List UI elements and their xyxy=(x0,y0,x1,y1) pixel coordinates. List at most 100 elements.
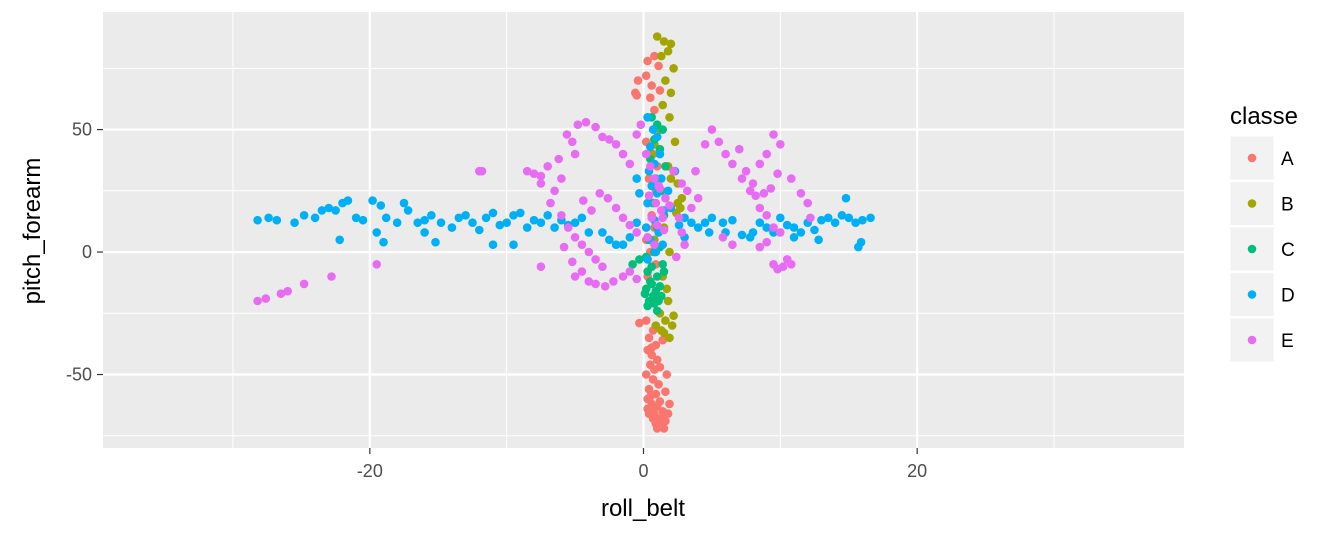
data-point xyxy=(663,296,673,306)
data-point xyxy=(803,198,812,208)
series-D xyxy=(253,113,875,264)
data-point xyxy=(635,255,644,264)
data-point xyxy=(769,130,778,139)
data-point xyxy=(546,198,555,208)
data-point xyxy=(584,277,594,286)
data-point xyxy=(358,215,368,225)
data-point xyxy=(611,140,621,149)
data-point xyxy=(762,223,771,232)
data-point xyxy=(603,193,613,203)
y-tick-label: 0 xyxy=(82,242,92,262)
data-point xyxy=(693,223,703,232)
data-point xyxy=(481,213,491,223)
data-point xyxy=(662,370,672,379)
data-point xyxy=(632,274,641,284)
data-point xyxy=(264,213,273,223)
data-points xyxy=(253,32,875,433)
data-point xyxy=(677,179,687,188)
data-point xyxy=(718,218,728,227)
data-point xyxy=(643,267,652,276)
data-point xyxy=(647,81,656,90)
legend-item-A: A xyxy=(1229,135,1294,181)
data-point xyxy=(641,71,651,80)
data-point xyxy=(522,223,532,232)
data-point xyxy=(667,321,677,330)
data-point xyxy=(579,196,588,205)
data-point xyxy=(529,169,539,178)
data-point xyxy=(776,228,785,237)
data-point xyxy=(755,218,765,227)
data-point xyxy=(570,149,580,159)
data-point xyxy=(646,142,655,151)
legend-key-swatch xyxy=(1247,153,1257,163)
legend-key-swatch xyxy=(1247,244,1257,254)
data-point xyxy=(748,179,758,188)
data-point xyxy=(272,215,282,225)
data-point xyxy=(635,189,644,198)
data-point xyxy=(581,117,591,127)
y-tick-label: 50 xyxy=(72,120,92,140)
data-point xyxy=(665,333,674,343)
data-point xyxy=(632,228,641,237)
data-point xyxy=(618,149,628,159)
data-point xyxy=(806,213,815,223)
data-point xyxy=(658,213,667,223)
data-point xyxy=(618,213,628,223)
data-point xyxy=(598,262,607,272)
data-point xyxy=(283,286,293,296)
data-point xyxy=(644,191,654,200)
data-point xyxy=(787,260,796,269)
data-point xyxy=(669,311,678,321)
data-point xyxy=(651,321,661,330)
data-point xyxy=(563,223,573,232)
data-point xyxy=(647,343,656,352)
data-point xyxy=(253,296,262,306)
data-point xyxy=(376,201,386,210)
data-point xyxy=(618,240,628,249)
data-point xyxy=(536,179,546,188)
data-point xyxy=(657,326,666,335)
data-point xyxy=(652,306,662,316)
data-point xyxy=(663,409,673,419)
data-point xyxy=(769,260,778,269)
data-point xyxy=(335,235,345,245)
data-point xyxy=(755,159,765,169)
data-point xyxy=(663,186,673,196)
data-point xyxy=(468,218,477,227)
data-point xyxy=(662,284,672,294)
data-point xyxy=(598,132,607,142)
x-tick-label: 20 xyxy=(907,461,927,481)
data-point xyxy=(611,240,621,249)
data-point xyxy=(488,240,498,249)
data-point xyxy=(372,260,382,269)
data-point xyxy=(651,247,661,257)
data-point xyxy=(648,414,658,423)
data-point xyxy=(454,213,464,223)
data-point xyxy=(646,162,655,171)
legend-label: C xyxy=(1281,240,1295,261)
data-point xyxy=(595,189,604,198)
data-point xyxy=(666,39,676,49)
data-point xyxy=(628,260,637,269)
data-point xyxy=(543,211,552,220)
data-point xyxy=(751,191,760,200)
data-point xyxy=(536,262,546,272)
data-point xyxy=(550,186,559,196)
data-point xyxy=(700,140,710,149)
data-point xyxy=(651,198,661,208)
data-point xyxy=(796,189,806,198)
data-point xyxy=(773,169,782,178)
data-point xyxy=(420,228,429,237)
data-point xyxy=(672,252,681,262)
data-point xyxy=(650,105,659,115)
data-point xyxy=(707,213,717,223)
data-point xyxy=(632,174,641,183)
data-point xyxy=(522,166,532,176)
data-point xyxy=(605,135,614,144)
data-point xyxy=(652,32,662,41)
data-point xyxy=(650,240,659,249)
data-point xyxy=(796,228,806,237)
legend-label: A xyxy=(1281,149,1294,170)
data-point xyxy=(658,100,667,110)
data-point xyxy=(650,51,659,61)
